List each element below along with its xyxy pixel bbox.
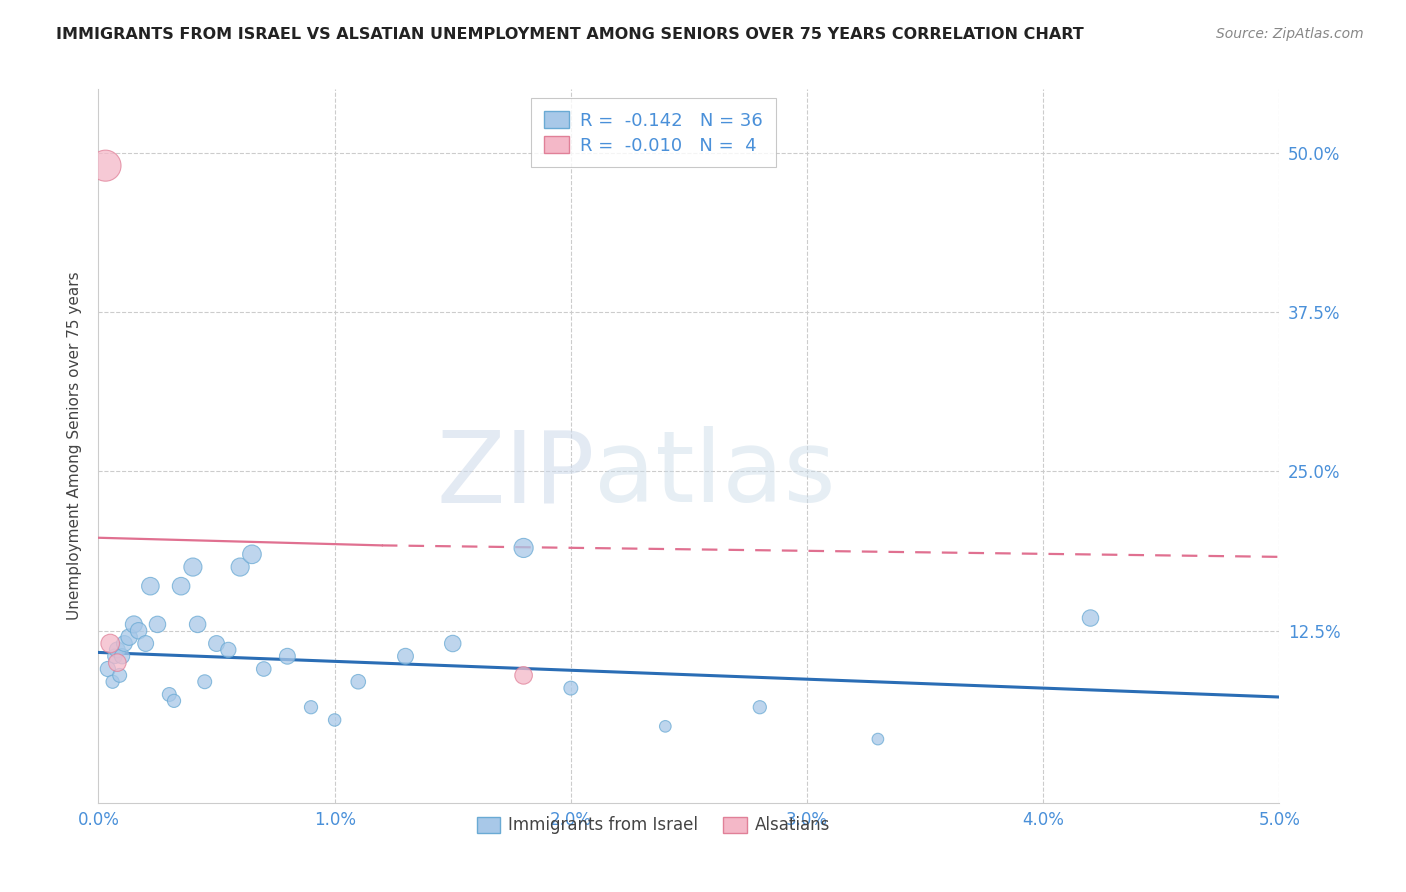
Point [512,541,534,555]
Point [139,579,162,593]
Point [194,674,217,689]
Point [512,668,534,682]
Point [163,694,186,708]
Point [101,674,124,689]
Point [253,662,276,676]
Point [170,579,193,593]
Point [118,630,141,644]
Text: Source: ZipAtlas.com: Source: ZipAtlas.com [1216,27,1364,41]
Point [187,617,209,632]
Text: ZIP: ZIP [436,426,595,523]
Y-axis label: Unemployment Among Seniors over 75 years: Unemployment Among Seniors over 75 years [67,272,83,620]
Point [97,662,120,676]
Point [105,643,128,657]
Point [135,636,157,650]
Point [394,649,416,664]
Point [128,624,150,638]
Point [748,700,770,714]
Legend: Immigrants from Israel, Alsatians: Immigrants from Israel, Alsatians [470,810,837,841]
Point [104,649,127,664]
Point [157,688,180,702]
Point [181,560,204,574]
Point [108,668,131,682]
Point [276,649,298,664]
Text: IMMIGRANTS FROM ISRAEL VS ALSATIAN UNEMPLOYMENT AMONG SENIORS OVER 75 YEARS CORR: IMMIGRANTS FROM ISRAEL VS ALSATIAN UNEMP… [56,27,1084,42]
Point [347,674,370,689]
Point [122,617,145,632]
Point [560,681,582,695]
Point [299,700,322,714]
Point [112,636,135,650]
Point [94,159,117,173]
Point [323,713,346,727]
Point [441,636,464,650]
Text: atlas: atlas [595,426,837,523]
Point [98,636,121,650]
Point [1080,611,1102,625]
Point [866,732,889,747]
Point [654,719,676,733]
Point [205,636,228,650]
Point [217,643,239,657]
Point [229,560,252,574]
Point [146,617,169,632]
Point [105,656,128,670]
Point [240,547,263,561]
Point [111,649,134,664]
